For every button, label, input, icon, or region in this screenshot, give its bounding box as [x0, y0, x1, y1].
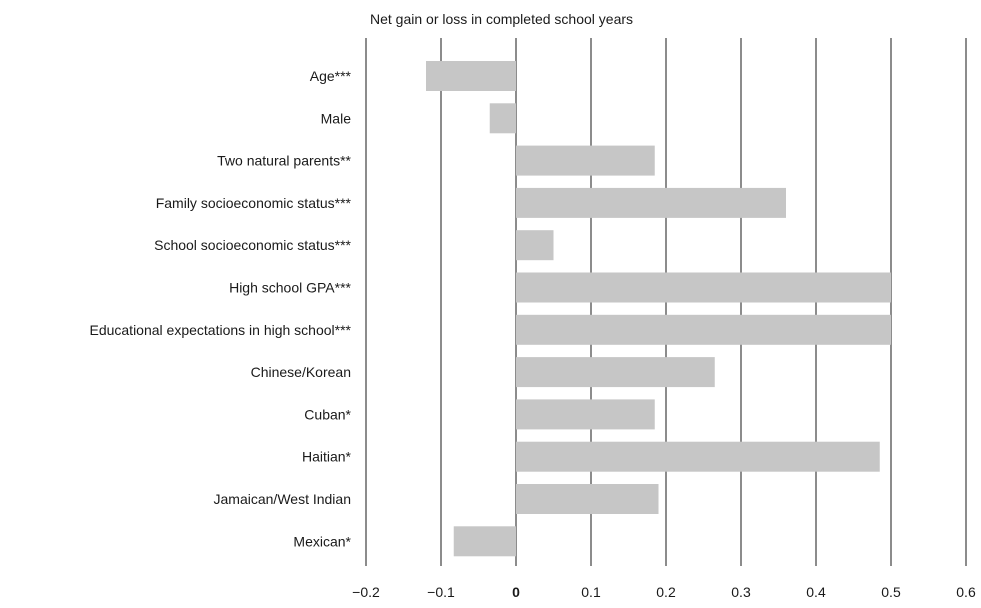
- x-tick-label: 0.1: [581, 584, 601, 600]
- bar: [453, 526, 516, 557]
- bar: [426, 61, 516, 91]
- category-label: Two natural parents**: [217, 153, 351, 169]
- bar: [516, 484, 659, 514]
- x-tick-label: 0.2: [656, 584, 676, 600]
- category-label: Jamaican/West Indian: [214, 491, 351, 507]
- x-tick-label: 0.6: [956, 584, 976, 600]
- x-tick-label: −0.2: [352, 584, 380, 600]
- category-label: Age***: [310, 68, 352, 84]
- bar: [516, 145, 655, 176]
- bar: [516, 272, 891, 303]
- x-axis-tick-labels: −0.2 −0.1 0 0.1 0.2 0.3 0.4 0.5 0.6: [352, 584, 976, 600]
- category-label: Cuban*: [304, 406, 351, 422]
- x-tick-label: 0.4: [806, 584, 826, 600]
- bar: [516, 230, 554, 261]
- category-label: Haitian*: [302, 449, 352, 465]
- category-label: Mexican*: [293, 533, 351, 549]
- category-label: School socioeconomic status***: [154, 237, 351, 253]
- bars: [426, 61, 891, 557]
- chart-title: Net gain or loss in completed school yea…: [370, 11, 633, 27]
- bar: [516, 314, 891, 345]
- x-tick-label: −0.1: [427, 584, 455, 600]
- category-label: Educational expectations in high school*…: [89, 322, 351, 338]
- category-label: Family socioeconomic status***: [156, 195, 352, 211]
- bar: [516, 357, 715, 388]
- category-label: Male: [321, 110, 352, 126]
- x-tick-label: 0: [512, 584, 520, 600]
- x-tick-label: 0.5: [881, 584, 901, 600]
- bar: [516, 441, 880, 472]
- bar: [516, 399, 655, 430]
- category-label: High school GPA***: [229, 280, 351, 296]
- bar: [516, 187, 786, 218]
- x-tick-label: 0.3: [731, 584, 751, 600]
- bar: [489, 103, 516, 134]
- category-label: Chinese/Korean: [251, 364, 351, 380]
- category-labels: Age*** Male Two natural parents** Family so…: [89, 68, 351, 549]
